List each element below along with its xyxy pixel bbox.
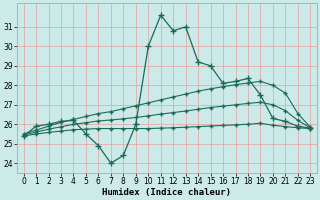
X-axis label: Humidex (Indice chaleur): Humidex (Indice chaleur) [102, 188, 231, 197]
